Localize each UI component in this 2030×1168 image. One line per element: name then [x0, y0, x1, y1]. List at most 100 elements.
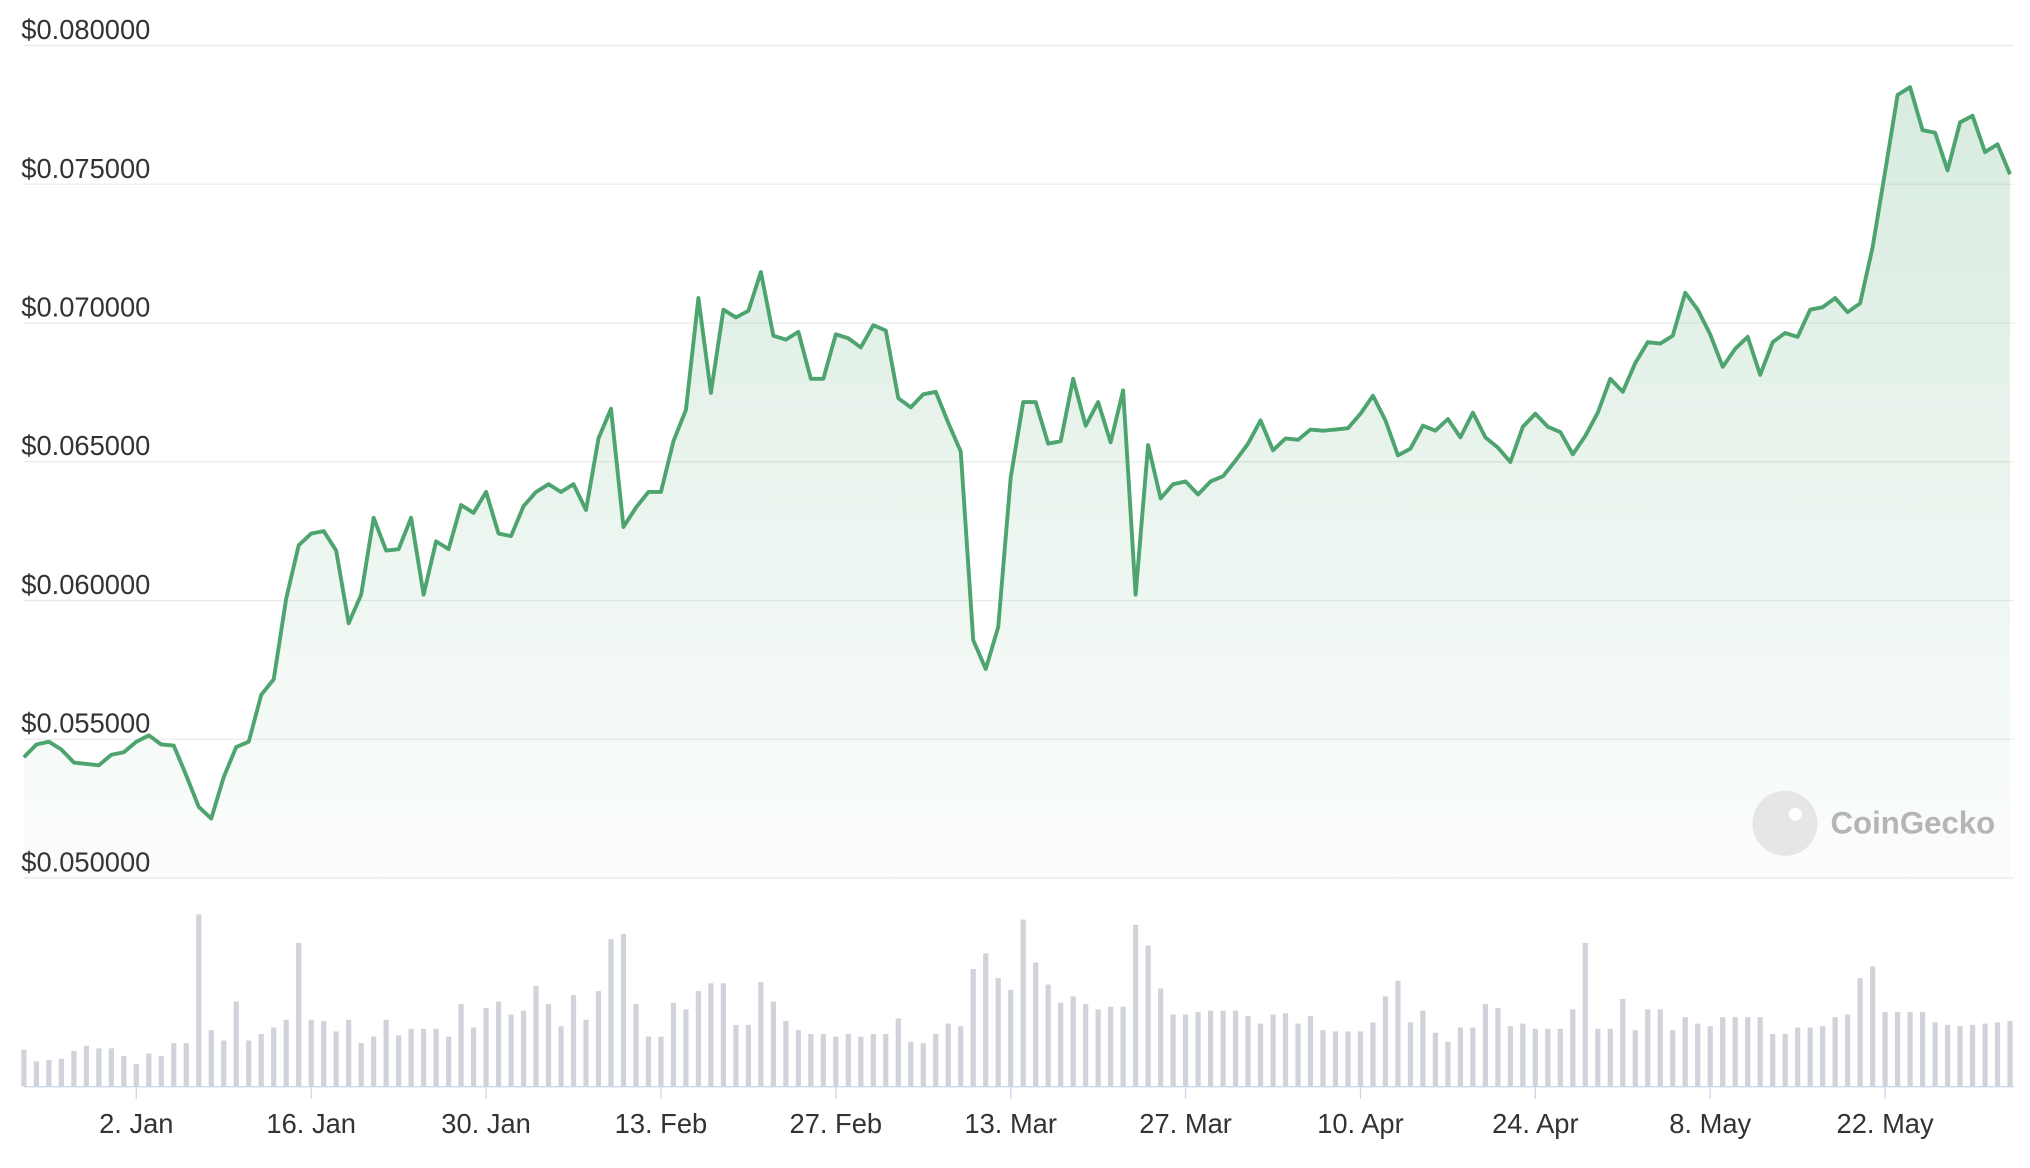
volume-bar: [1557, 1028, 1563, 1087]
volume-bar: [1682, 1017, 1688, 1087]
volume-bar: [321, 1021, 327, 1087]
volume-bar: [608, 939, 614, 1087]
volume-bar: [1008, 989, 1014, 1087]
x-tick-label: 22. May: [1837, 1108, 1934, 1139]
volume-bar: [358, 1043, 364, 1087]
volume-bar: [1882, 1011, 1888, 1087]
volume-bar: [1670, 1030, 1676, 1087]
volume-bar: [1357, 1031, 1364, 1087]
volume-bar: [1307, 1015, 1314, 1087]
volume-bar: [71, 1050, 77, 1087]
volume-bar: [1732, 1017, 1738, 1087]
volume-bar: [783, 1021, 789, 1087]
volume-bar: [595, 991, 602, 1087]
volume-bar: [1170, 1014, 1176, 1087]
volume-bar: [2007, 1021, 2013, 1087]
volume-bar: [133, 1063, 139, 1087]
volume-bar: [533, 985, 539, 1087]
volume-bar: [895, 1018, 901, 1087]
volume-bar: [1058, 1002, 1064, 1087]
volume-bar: [258, 1034, 264, 1087]
volume-bar: [146, 1053, 152, 1087]
volume-bar: [1545, 1028, 1551, 1087]
volume-bar: [770, 1001, 776, 1087]
volume-bar: [1432, 1032, 1439, 1087]
volume-bar: [171, 1043, 177, 1087]
volume-bar: [445, 1036, 452, 1087]
volume-bar: [908, 1041, 914, 1087]
volume-bar: [233, 1001, 239, 1087]
volume-bar: [808, 1034, 814, 1087]
volume-bar: [308, 1019, 314, 1087]
x-tick-label: 13. Mar: [964, 1108, 1057, 1139]
volume-bar: [283, 1019, 289, 1087]
volume-bar: [733, 1024, 739, 1087]
volume-bar: [21, 1049, 27, 1087]
volume-bar: [833, 1036, 839, 1087]
volume-bar: [1720, 1017, 1726, 1087]
x-tick-label: 30. Jan: [441, 1108, 531, 1139]
y-tick-label: $0.055000: [21, 708, 150, 739]
volume-bar: [1045, 984, 1051, 1087]
volume-bar: [1782, 1034, 1788, 1087]
plot-area: [21, 85, 2013, 1087]
volume-bar: [1795, 1027, 1801, 1087]
x-tick-label: 27. Mar: [1139, 1108, 1232, 1139]
volume-bar: [383, 1019, 389, 1087]
volume-bar: [1345, 1031, 1351, 1087]
volume-bar: [1495, 1008, 1501, 1087]
volume-bar: [396, 1035, 402, 1087]
volume-bar: [945, 1023, 951, 1087]
volume-bar: [633, 1004, 639, 1087]
volume-bar: [1532, 1028, 1538, 1087]
volume-bar: [795, 1030, 801, 1087]
volume-bar: [820, 1034, 826, 1087]
volume-bar: [483, 1008, 489, 1087]
volume-bar: [1994, 1022, 2001, 1087]
price-line: [22, 85, 2012, 821]
volume-bar: [83, 1045, 89, 1087]
volume-bar: [1145, 945, 1151, 1087]
volume-bar: [346, 1019, 352, 1087]
volume-bar: [33, 1061, 39, 1087]
volume-bar: [1033, 962, 1039, 1087]
volume-bar: [1445, 1041, 1451, 1087]
volume-bar: [1982, 1023, 1988, 1087]
x-tick-label: 24. Apr: [1492, 1108, 1579, 1139]
volume-bar: [371, 1036, 377, 1087]
volume-bar: [683, 1009, 689, 1087]
volume-bar: [1857, 978, 1863, 1087]
volume-bar: [470, 1027, 477, 1087]
volume-bar: [570, 995, 577, 1087]
volume-bar: [1520, 1023, 1526, 1087]
volume-bar: [1757, 1017, 1763, 1087]
volume-bar: [1632, 1030, 1638, 1087]
volume-bar: [745, 1024, 751, 1087]
volume-bar: [1270, 1014, 1276, 1087]
volume-bar: [758, 982, 764, 1087]
volume-bar: [583, 1019, 589, 1087]
volume-bar: [1370, 1022, 1376, 1087]
volume-bar: [1282, 1013, 1289, 1087]
volume-bar: [408, 1028, 414, 1087]
volume-bar: [246, 1040, 252, 1087]
volume-bar: [1407, 1022, 1414, 1087]
volume-bar: [1182, 1014, 1189, 1087]
volume-bar: [558, 1026, 564, 1087]
y-tick-label: $0.060000: [21, 569, 150, 600]
volume-bar: [58, 1058, 64, 1087]
volume-bar: [1932, 1022, 1938, 1087]
x-tick-label: 27. Feb: [790, 1108, 883, 1139]
volume-bar: [1120, 1006, 1126, 1087]
volume-bar: [208, 1030, 214, 1087]
volume-bar: [1770, 1034, 1776, 1087]
volume-bar: [1220, 1010, 1226, 1087]
volume-bar: [1645, 1009, 1651, 1087]
volume-bar: [983, 953, 989, 1087]
watermark: CoinGecko: [1752, 790, 1995, 856]
volume-bar: [995, 978, 1001, 1087]
volume-bar: [883, 1034, 889, 1087]
volume-bar: [1157, 988, 1164, 1087]
volume-bar: [271, 1027, 277, 1087]
volume-bar: [1083, 1004, 1089, 1087]
